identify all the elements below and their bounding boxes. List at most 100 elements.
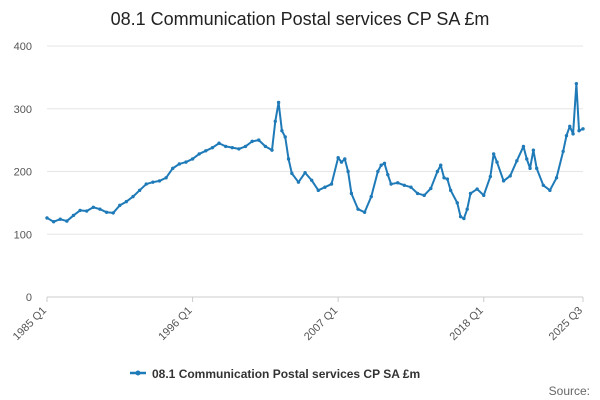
data-point [409,185,413,189]
data-point [402,183,407,188]
data-point [336,155,340,160]
data-point [521,144,526,149]
data-point [144,182,148,186]
data-point [458,214,463,219]
grid-layer [47,45,583,298]
data-point [491,152,496,156]
chart-title: 08.1 Communication Postal services CP SA… [111,9,490,29]
x-tick-label: 2018 Q1 [448,305,486,343]
data-point [111,211,115,215]
data-point [386,172,390,177]
data-point [177,162,182,166]
data-point [343,157,347,161]
data-point [356,207,360,211]
data-point [329,182,334,186]
data-point [528,166,532,171]
data-point [151,180,155,184]
legend: 08.1 Communication Postal services CP SA… [130,367,420,381]
data-point [468,191,473,196]
data-point [495,160,499,164]
data-point [475,187,479,191]
data-point [349,191,354,196]
data-point [104,210,109,214]
data-point [309,178,314,182]
x-tick-label: 2025 Q3 [547,305,585,343]
data-point [290,171,294,176]
data-point [184,160,188,164]
data-point [561,149,565,154]
data-point [45,216,49,220]
data-point [197,152,201,156]
data-point [316,188,321,193]
data-point [568,124,572,129]
data-point [223,144,228,149]
y-tick-label: 100 [14,229,32,241]
data-point [98,207,102,211]
data-point [303,171,307,175]
data-point [85,209,89,213]
data-point [382,161,387,166]
data-point [280,129,284,133]
data-point [164,176,168,180]
y-tick-label: 200 [14,167,32,179]
data-point [283,135,287,139]
data-point [230,145,234,150]
data-point [157,179,162,183]
data-point [574,81,579,86]
x-tick-label: 1996 Q1 [156,305,194,343]
data-point [217,141,221,145]
data-point [548,188,552,193]
x-tick-label: 2007 Q1 [302,305,340,343]
y-tick-label: 400 [14,41,32,53]
data-point [51,220,56,224]
data-point [581,127,585,131]
data-point [65,219,69,223]
data-point [445,177,450,181]
data-point [190,157,195,161]
data-point [534,166,539,171]
data-point [257,138,261,142]
data-point [488,174,493,179]
data-point [58,217,62,221]
data-point [369,194,373,199]
y-tick-label: 300 [14,104,32,116]
data-point [286,157,291,161]
data-point [171,166,175,171]
data-point [415,191,420,196]
data-point [296,180,301,184]
data-point [137,188,142,193]
series-layer [45,81,585,224]
data-point [78,208,82,213]
data-point [237,147,241,151]
legend-marker [135,370,141,376]
data-point [442,176,446,180]
data-point [577,129,581,133]
legend-label: 08.1 Communication Postal services CP SA… [152,367,420,381]
data-point [455,201,459,205]
data-point [515,159,519,163]
data-point [571,132,575,136]
data-point [91,205,96,209]
data-point [124,199,129,204]
data-point [270,148,274,152]
data-point [250,139,254,144]
data-point [508,174,512,178]
data-point [131,194,135,199]
data-point [429,186,433,191]
axis-layer: 0 100 200 300 400 1985 Q1 1996 Q1 2007 Q1 2018 Q… [11,41,585,343]
data-point [362,210,367,214]
data-point [389,182,393,186]
source-label: Source: [549,384,590,398]
data-point [541,183,545,188]
data-point [346,169,350,174]
data-point [243,144,248,149]
data-point [379,163,383,167]
data-point [396,181,400,185]
data-point [435,169,440,174]
data-point [564,134,569,138]
data-point [525,157,529,161]
data-point [531,148,536,152]
data-point [118,203,122,208]
data-point [501,179,506,183]
